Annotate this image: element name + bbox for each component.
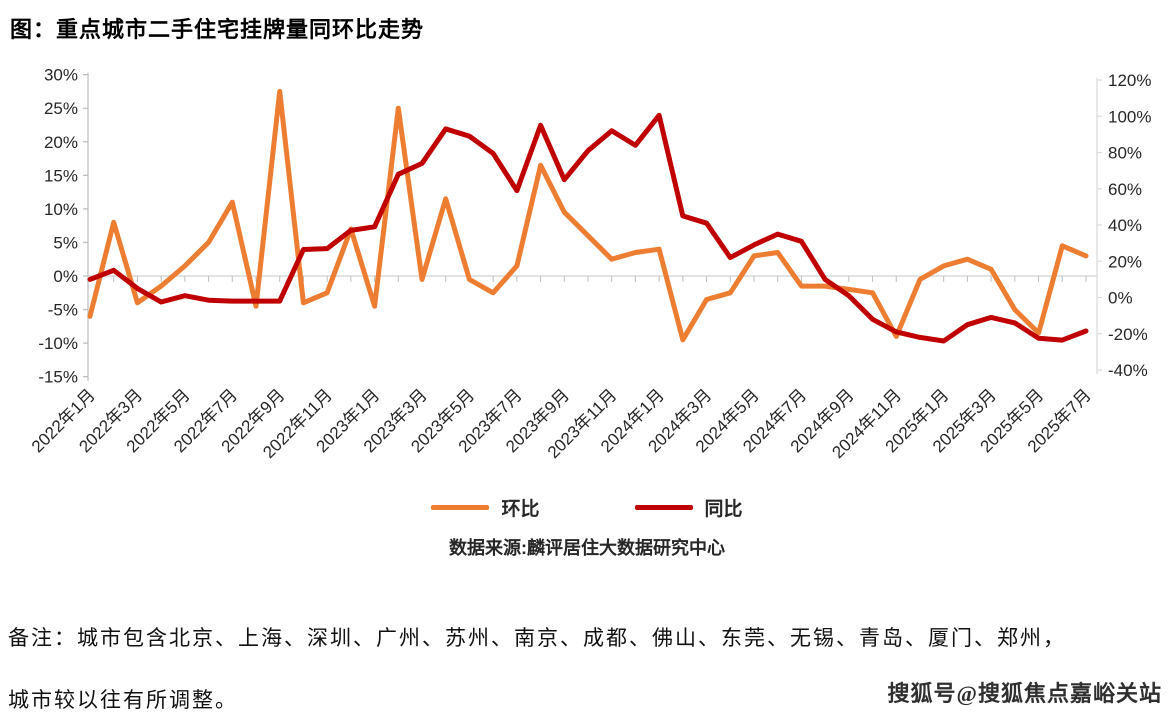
footnote-line-2: 城市较以往有所调整。	[8, 688, 238, 712]
chart-legend: 环比 同比	[0, 494, 1174, 521]
svg-text:-10%: -10%	[38, 334, 78, 353]
svg-text:60%: 60%	[1108, 180, 1142, 199]
svg-text:120%: 120%	[1108, 71, 1151, 90]
svg-text:-40%: -40%	[1108, 361, 1148, 380]
svg-text:-20%: -20%	[1108, 325, 1148, 344]
mom-line-swatch	[431, 505, 490, 510]
svg-text:5%: 5%	[53, 233, 78, 252]
yoy-series-line	[87, 112, 1089, 344]
svg-text:-5%: -5%	[48, 301, 78, 320]
chart-title: 图：重点城市二手住宅挂牌量同环比走势	[10, 17, 425, 42]
line-chart: 30% 25% 20% 15% 10% 5% 0% -5% -10% -15% 120% 100% 80…	[28, 66, 1152, 462]
svg-text:40%: 40%	[1108, 216, 1142, 235]
svg-text:-15%: -15%	[38, 368, 78, 387]
svg-text:20%: 20%	[1108, 252, 1142, 271]
watermark-text: 搜狐号@搜狐焦点嘉峪关站	[887, 681, 1162, 706]
svg-text:30%: 30%	[44, 66, 78, 85]
mom-series-line	[87, 88, 1089, 343]
svg-text:80%: 80%	[1108, 144, 1142, 163]
legend-label-mom: 环比	[501, 499, 540, 520]
legend-item-yoy: 同比	[634, 494, 743, 521]
svg-text:25%: 25%	[44, 99, 78, 118]
svg-text:10%: 10%	[44, 200, 78, 219]
svg-text:0%: 0%	[1108, 289, 1133, 308]
legend-label-yoy: 同比	[704, 499, 743, 520]
data-source-caption: 数据来源:麟评居住大数据研究中心	[449, 538, 725, 558]
legend-item-mom: 环比	[431, 494, 540, 521]
svg-text:15%: 15%	[44, 166, 78, 185]
footnote-line-1: 备注：城市包含北京、上海、深圳、广州、苏州、南京、成都、佛山、东莞、无锡、青岛、…	[8, 626, 1066, 650]
svg-text:0%: 0%	[53, 267, 78, 286]
yoy-line-swatch	[634, 505, 693, 510]
svg-text:20%: 20%	[44, 133, 78, 152]
svg-text:100%: 100%	[1108, 107, 1151, 126]
